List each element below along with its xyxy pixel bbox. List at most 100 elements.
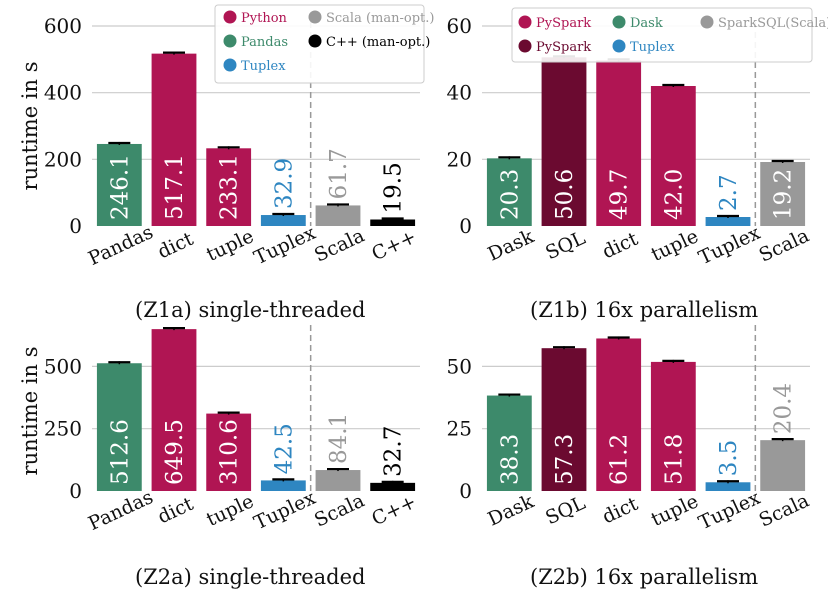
legend-label: Scala (man-opt.) [326,11,434,26]
data-label: 42.5 [271,423,297,474]
x-tick-label: dict [154,493,197,529]
bar-tuple [650,361,696,491]
data-label: 517.1 [162,154,188,220]
y-tick-label: 500 [44,354,82,378]
data-label: 50.6 [552,169,578,220]
legend-marker [518,39,532,53]
y-tick-label: 400 [44,81,82,105]
data-label: 19.2 [771,169,797,220]
data-label: 19.5 [381,162,407,213]
x-tick-label: Scala [756,225,813,267]
x-tick-label: Scala [311,225,368,267]
data-label: 20.3 [497,169,523,220]
data-label: 38.3 [497,434,523,485]
x-tick-label: dict [599,228,642,264]
bar-tuple [206,413,252,491]
legend-marker [308,34,322,48]
bar-pandas [96,363,142,491]
data-label: 310.6 [217,419,243,485]
x-tick-label: tuple [648,225,702,266]
x-tick-label: dict [154,228,197,264]
x-tick-label: Pandas [85,221,157,270]
data-label: 3.5 [716,440,742,477]
x-tick-label: tuple [203,225,257,266]
bar-scala [760,440,806,491]
bar-dict [151,329,197,491]
x-tick-label: Dask [484,225,537,265]
bar-dask [486,158,532,226]
y-tick-label: 0 [69,479,82,503]
legend-label: Dask [630,16,663,31]
x-tick-label: Scala [756,490,813,532]
legend-label: Tuplex [241,59,286,74]
y-tick-label: 0 [459,214,472,238]
x-tick-label: tuple [203,490,257,531]
y-tick-label: 0 [69,214,82,238]
legend-label: C++ (man-opt.) [326,35,430,50]
chart-z1a: 0200400600246.1Pandas517.1dict233.1tuple… [44,4,434,270]
x-tick-label: Dask [484,490,537,530]
x-tick-label: SQL [542,492,589,530]
bar-tuplex [260,215,306,226]
bar-pandas [96,143,142,226]
x-tick-label: Tuplex [251,487,320,535]
data-label: 2.7 [716,174,742,211]
x-tick-label: Tuplex [251,222,320,270]
legend-marker [308,10,322,24]
bar-tuplex [260,480,306,491]
x-tick-label: dict [599,493,642,529]
legend-marker [518,15,532,29]
legend-box [511,7,813,63]
data-label: 61.2 [607,434,633,485]
bar-dict [596,338,642,491]
bar-tuple [206,148,252,226]
data-label: 51.8 [661,434,687,485]
y-axis-label-bottom: runtime in s [18,347,42,476]
bar-scala [315,470,361,491]
data-label: 512.6 [107,419,133,485]
bar-dict [596,60,642,227]
y-tick-label: 60 [447,14,472,38]
legend-marker [612,15,626,29]
y-tick-label: 40 [447,81,472,105]
caption-z1b: (Z1b) 16x parallelism [530,298,759,322]
x-tick-label: SQL [542,227,589,265]
x-tick-label: Tuplex [695,487,764,535]
data-label: 32.7 [381,426,407,477]
data-label: 649.5 [162,419,188,485]
x-tick-label: Tuplex [695,222,764,270]
caption-z2b: (Z2b) 16x parallelism [530,565,759,589]
data-label: 61.7 [326,148,352,199]
legend-label: PySpark [536,40,591,55]
bar-tuplex [705,482,751,491]
chart-z2b: 0 25 50 38.3 Dask 57.3 SQL 61.2 dict 51.8 tuple 3.5… [447,325,813,534]
legend-marker [223,10,237,24]
data-label: 20.4 [771,383,797,434]
bar-sql [541,57,587,227]
bar-c- [370,219,416,226]
y-tick-label: 600 [44,14,82,38]
data-label: 42.0 [661,169,687,220]
caption-z2a: (Z2a) single-threaded [135,565,366,589]
y-tick-label: 250 [44,417,82,441]
bar-c- [370,482,416,491]
bar-tuplex [705,217,751,226]
data-label: 84.1 [326,413,352,464]
legend-marker [700,15,714,29]
legend-label: Python [241,11,288,26]
bar-dict [151,53,197,227]
x-tick-label: C++ [368,226,419,266]
legend-marker [223,58,237,72]
bar-scala [760,162,806,226]
bar-scala [315,205,361,226]
caption-z1a: (Z1a) single-threaded [135,298,366,322]
chart-z1b: 0 20 40 60 20.3 Dask 50.6 SQL 49.7 dict 42.0 tuple 2… [447,7,828,270]
bar-dask [486,395,532,491]
y-tick-label: 20 [447,147,472,171]
legend-marker [612,39,626,53]
bar-sql [541,348,587,491]
legend-marker [223,34,237,48]
x-tick-label: Pandas [85,486,157,535]
